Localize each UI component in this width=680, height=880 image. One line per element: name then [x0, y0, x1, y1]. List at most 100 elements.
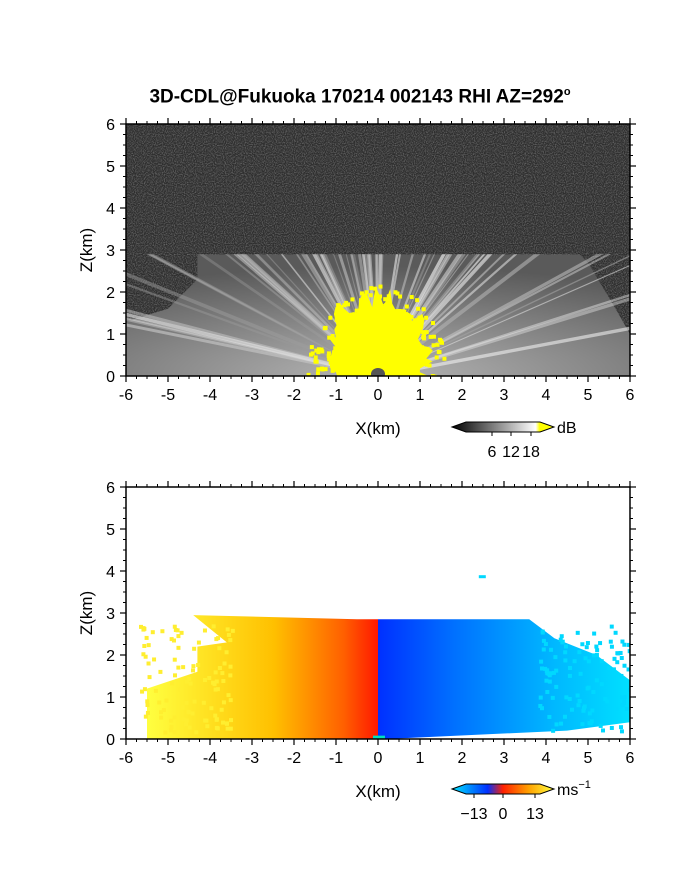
edge-speckle — [204, 718, 209, 723]
origin-dot — [371, 368, 385, 376]
negative-velocity-region — [378, 619, 630, 739]
core-speckle — [437, 337, 442, 342]
core-speckle — [316, 350, 321, 355]
core-speckle — [333, 362, 338, 367]
core-speckle — [328, 360, 333, 365]
edge-speckle — [214, 679, 219, 684]
edge-speckle — [563, 644, 568, 649]
core-speckle — [405, 328, 410, 333]
edge-speckle — [172, 715, 177, 720]
core-speckle — [398, 294, 403, 299]
core-speckle — [411, 326, 416, 331]
echo-streak — [377, 241, 630, 376]
edge-speckle — [539, 706, 544, 711]
core-speckle — [366, 320, 371, 325]
x-tick-label: 3 — [500, 750, 509, 767]
edge-speckle — [159, 710, 164, 715]
bottom-ylabel: Z(km) — [77, 591, 96, 635]
edge-speckle — [173, 627, 178, 632]
edge-speckle — [183, 722, 188, 727]
core-speckle — [333, 357, 338, 362]
edge-speckle — [599, 682, 604, 687]
core-speckle — [313, 359, 318, 364]
y-tick-label: 0 — [106, 369, 115, 386]
edge-speckle — [622, 663, 627, 668]
edge-speckle — [590, 708, 595, 713]
edge-speckle — [616, 651, 621, 656]
y-tick-label: 2 — [106, 648, 115, 665]
edge-speckle — [140, 689, 145, 694]
edge-speckle — [619, 729, 624, 734]
core-speckle — [338, 348, 343, 353]
edge-speckle — [578, 671, 583, 676]
edge-speckle — [168, 728, 173, 733]
core-speckle — [424, 315, 429, 320]
core-speckle — [374, 314, 379, 319]
core-speckle — [365, 306, 370, 311]
core-speckle — [336, 333, 341, 338]
x-tick-label: 3 — [500, 387, 509, 404]
edge-speckle — [619, 725, 624, 730]
top-colorbar-bar — [450, 421, 556, 433]
core-speckle — [436, 349, 441, 354]
edge-speckle — [228, 664, 233, 669]
edge-speckle — [619, 655, 624, 660]
core-speckle — [388, 308, 393, 313]
edge-speckle — [554, 668, 559, 673]
x-tick-label: -3 — [245, 387, 259, 404]
degree-sup: o — [563, 86, 571, 98]
edge-speckle — [181, 717, 186, 722]
edge-speckle — [589, 719, 594, 724]
x-tick-label: -2 — [287, 750, 301, 767]
edge-speckle — [541, 638, 546, 643]
edge-speckle — [229, 718, 234, 723]
edge-speckle — [583, 656, 588, 661]
bottom-colorbar-bar — [450, 783, 556, 795]
core-speckle — [378, 284, 383, 289]
edge-speckle — [585, 641, 590, 646]
x-tick-label: 0 — [374, 387, 383, 404]
isolated-pixel — [478, 575, 486, 579]
core-speckle — [421, 335, 426, 340]
x-tick-label: -1 — [329, 750, 343, 767]
edge-speckle — [146, 643, 151, 648]
edge-speckle — [539, 666, 544, 671]
edge-speckle — [622, 699, 627, 704]
core-speckle — [386, 294, 391, 299]
edge-speckle — [548, 671, 553, 676]
echo-streak — [377, 326, 630, 376]
edge-speckle — [164, 698, 169, 703]
core-speckle — [428, 334, 433, 339]
core-speckle — [431, 321, 436, 326]
edge-speckle — [580, 642, 585, 647]
edge-speckle — [228, 726, 233, 731]
core-speckle — [326, 354, 331, 359]
x-tick-label: 6 — [626, 387, 635, 404]
edge-speckle — [603, 697, 608, 702]
edge-speckle — [562, 714, 567, 719]
edge-speckle — [554, 684, 559, 689]
bottom-panel: -6 -5 -4 -3 -2 -1 0 1 2 3 4 5 6 0 1 2 3 4 5 6 X(km) Z(km) −… — [77, 480, 636, 823]
edge-speckle — [549, 647, 554, 652]
edge-speckle — [594, 653, 599, 658]
edge-speckle — [598, 641, 603, 646]
core-speckle — [326, 351, 331, 356]
edge-speckle — [550, 695, 555, 700]
edge-speckle — [152, 657, 157, 662]
core-speckle — [404, 314, 409, 319]
edge-speckle — [613, 630, 618, 635]
x-tick-label: 6 — [626, 750, 635, 767]
core-speckle — [339, 331, 344, 336]
core-speckle — [397, 309, 402, 314]
core-speckle — [435, 342, 440, 347]
edge-speckle — [221, 700, 226, 705]
edge-speckle — [539, 659, 544, 664]
edge-speckle — [560, 640, 565, 645]
core-speckle — [409, 315, 414, 320]
edge-speckle — [554, 722, 559, 727]
edge-speckle — [160, 629, 165, 634]
y-tick-label: 5 — [106, 522, 115, 539]
edge-speckle — [172, 657, 177, 662]
edge-speckle — [559, 721, 564, 726]
